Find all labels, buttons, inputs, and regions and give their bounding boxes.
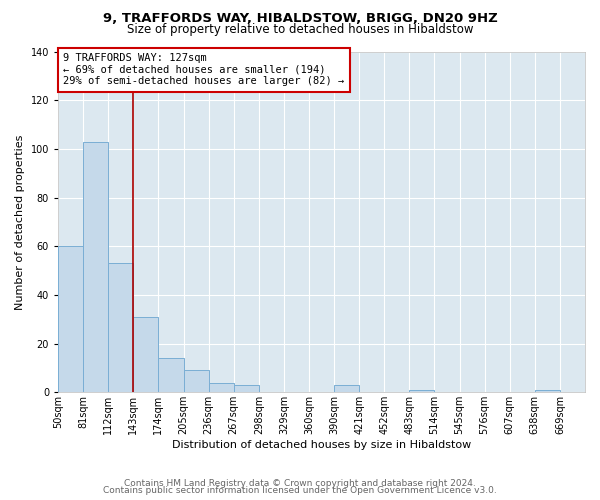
Bar — [209, 382, 234, 392]
Bar — [58, 246, 83, 392]
Bar — [409, 390, 434, 392]
Bar — [334, 385, 359, 392]
Y-axis label: Number of detached properties: Number of detached properties — [15, 134, 25, 310]
Bar — [158, 358, 184, 392]
Bar — [184, 370, 209, 392]
Text: Contains HM Land Registry data © Crown copyright and database right 2024.: Contains HM Land Registry data © Crown c… — [124, 478, 476, 488]
Text: 9 TRAFFORDS WAY: 127sqm
← 69% of detached houses are smaller (194)
29% of semi-d: 9 TRAFFORDS WAY: 127sqm ← 69% of detache… — [64, 53, 344, 86]
X-axis label: Distribution of detached houses by size in Hibaldstow: Distribution of detached houses by size … — [172, 440, 471, 450]
Text: Contains public sector information licensed under the Open Government Licence v3: Contains public sector information licen… — [103, 486, 497, 495]
Bar — [535, 390, 560, 392]
Bar — [234, 385, 259, 392]
Bar — [133, 317, 158, 392]
Bar — [108, 264, 133, 392]
Bar — [83, 142, 108, 392]
Text: 9, TRAFFORDS WAY, HIBALDSTOW, BRIGG, DN20 9HZ: 9, TRAFFORDS WAY, HIBALDSTOW, BRIGG, DN2… — [103, 12, 497, 26]
Text: Size of property relative to detached houses in Hibaldstow: Size of property relative to detached ho… — [127, 22, 473, 36]
